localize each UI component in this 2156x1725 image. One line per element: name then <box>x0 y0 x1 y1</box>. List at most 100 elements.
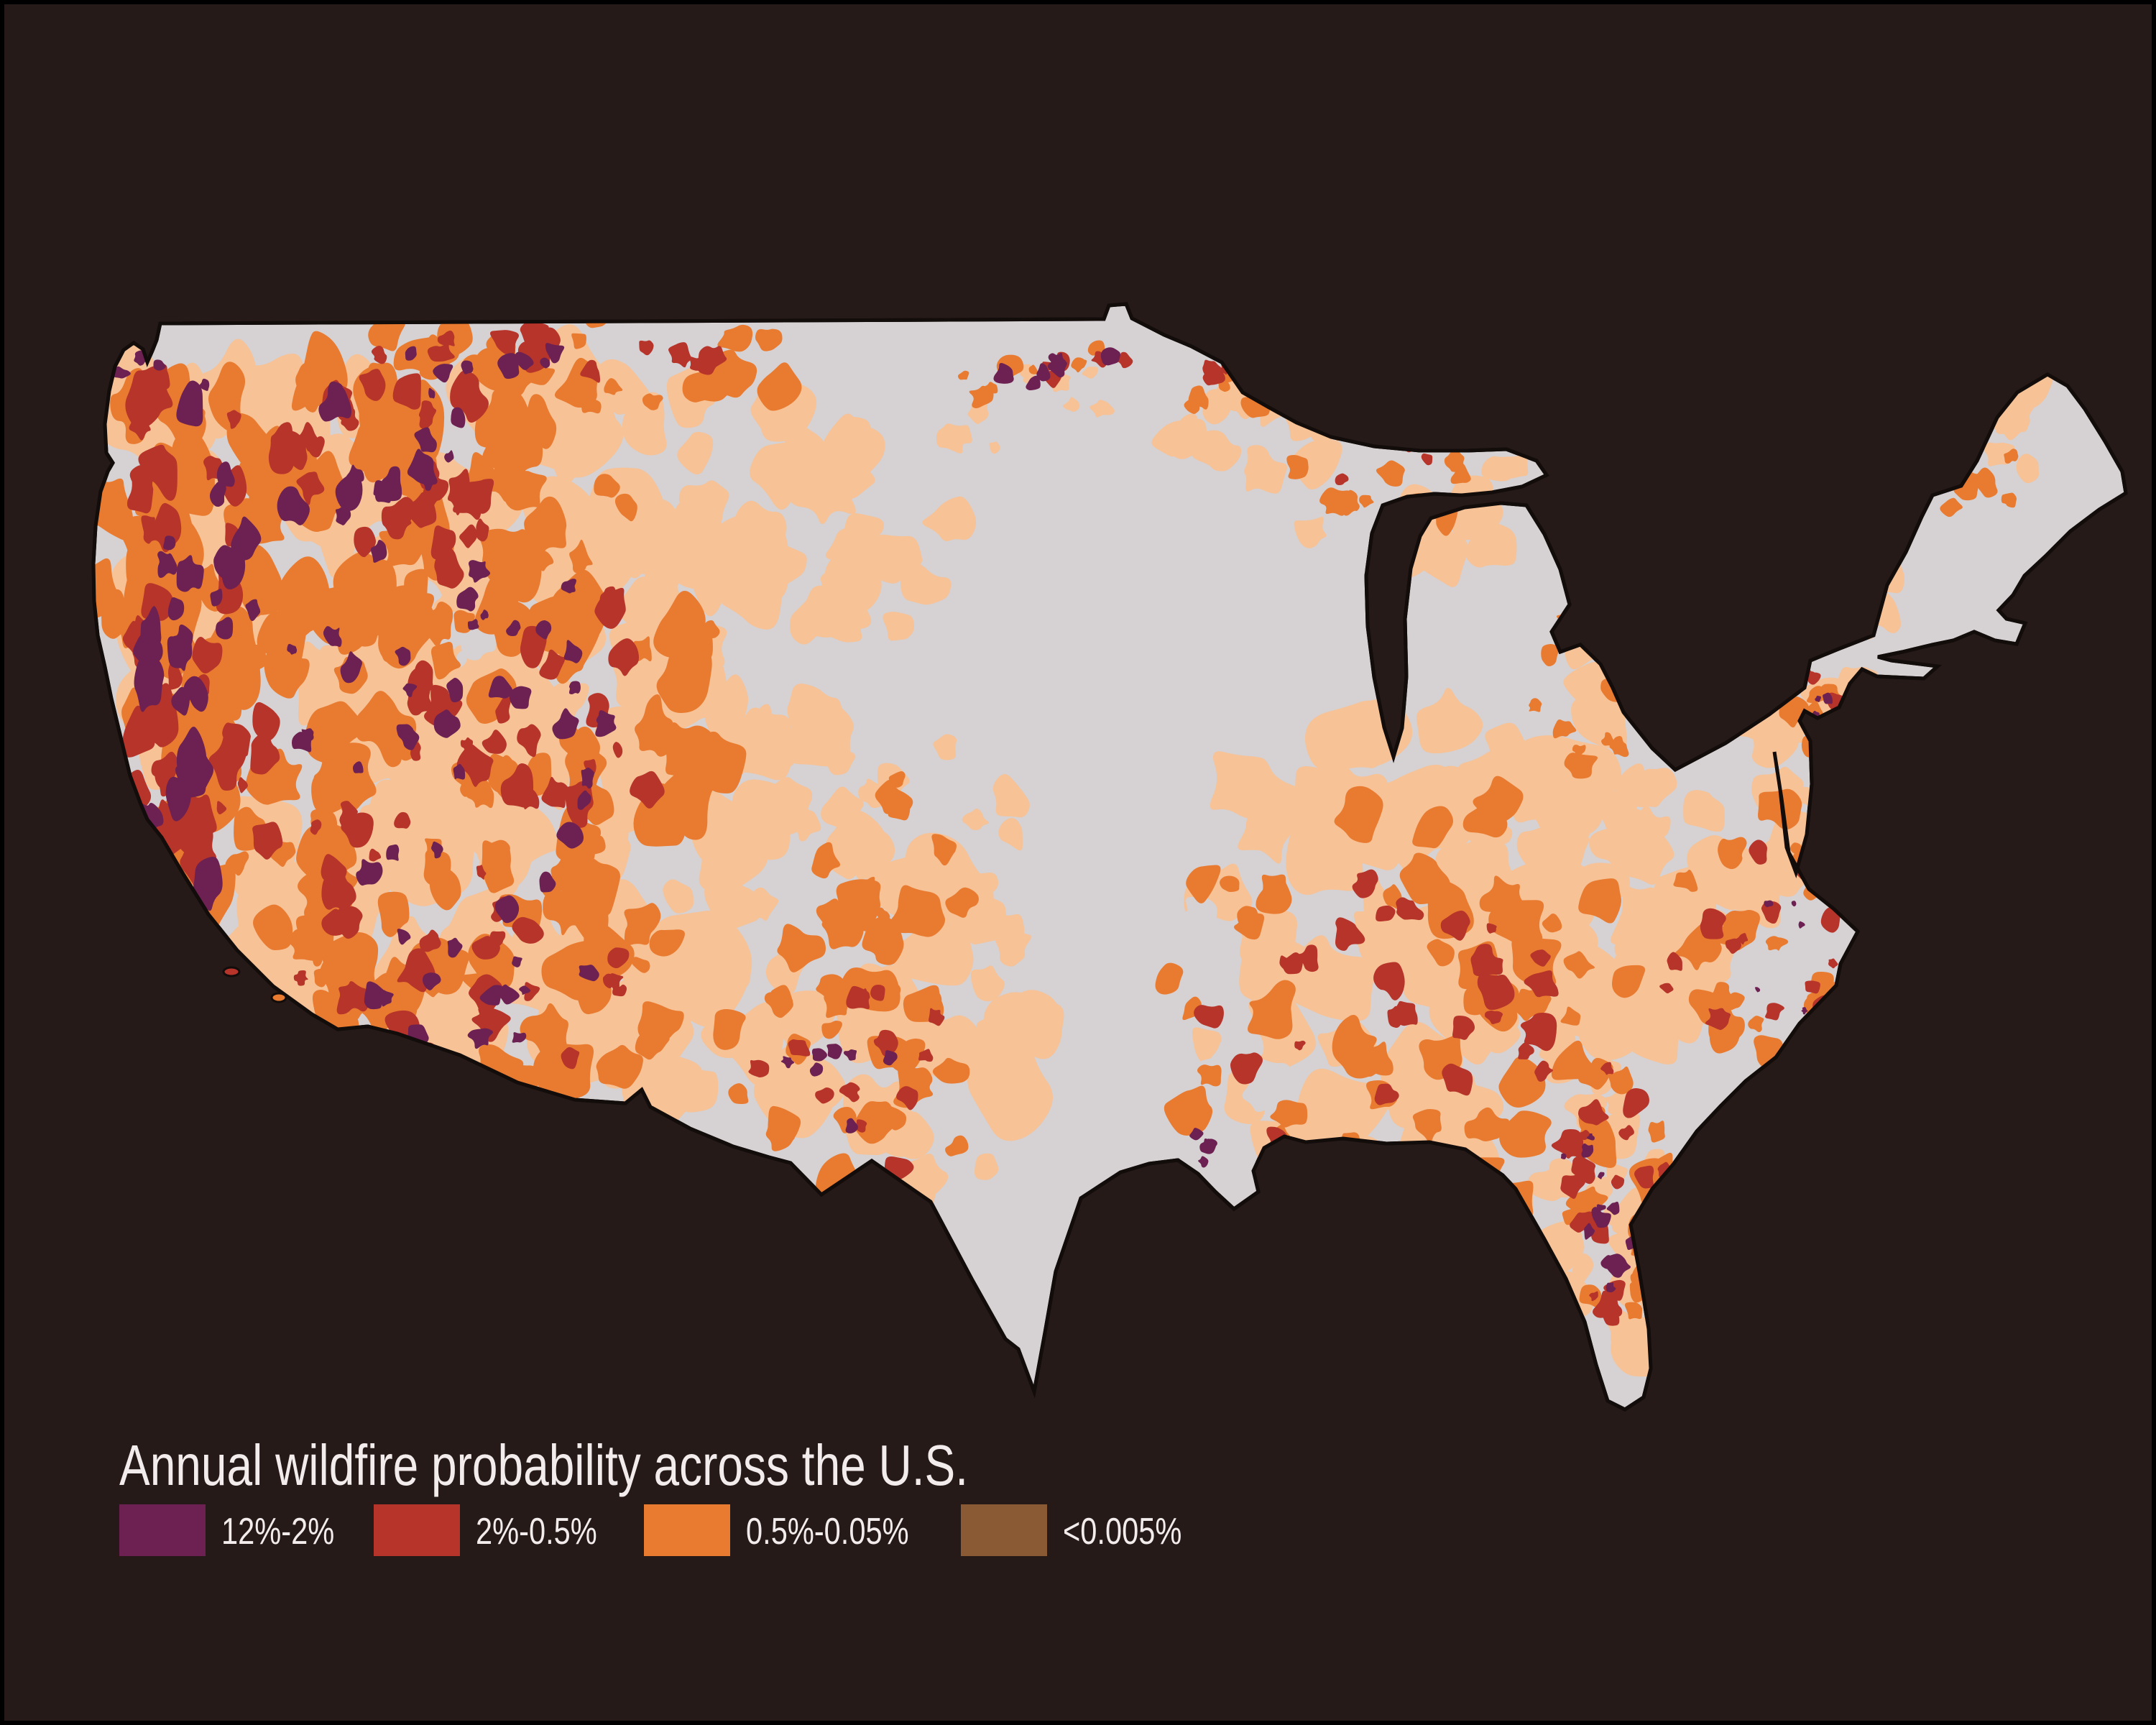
legend-swatch-high <box>374 1504 460 1556</box>
probability-blob-mid <box>1464 1107 1509 1141</box>
probability-blob-mid <box>1261 369 1279 389</box>
probability-blob-high <box>122 620 147 658</box>
probability-blob-extreme <box>843 1049 857 1061</box>
probability-blob-extreme <box>479 985 503 1006</box>
probability-blob-high <box>1484 1010 1503 1024</box>
probability-blob-extreme <box>568 681 581 694</box>
probability-blob-mid <box>135 971 157 1003</box>
probability-blob-high <box>418 400 437 430</box>
probability-blob-low <box>746 887 779 921</box>
probability-blob-high <box>252 822 283 860</box>
probability-blob-mid <box>1488 900 1544 946</box>
probability-blob-extreme <box>1560 1153 1567 1159</box>
probability-blob-low <box>93 904 140 1060</box>
probability-blob-extreme <box>581 767 594 789</box>
probability-blob-extreme <box>1587 1133 1595 1141</box>
probability-blob-extreme <box>396 724 420 750</box>
probability-blob-high <box>1335 418 1348 432</box>
probability-blob-extreme <box>193 857 223 911</box>
probability-blob-mid <box>1286 455 1309 479</box>
probability-blob-mid <box>1840 715 1859 732</box>
probability-blob-high <box>1452 1016 1475 1040</box>
probability-blob-high <box>394 811 411 829</box>
probability-blob-mid <box>1334 786 1383 843</box>
probability-blob-low <box>1304 700 1400 772</box>
probability-blob-gray <box>464 630 500 658</box>
probability-blob-low <box>677 431 714 475</box>
probability-blob-low <box>1894 330 1945 390</box>
probability-blob-high <box>1294 1040 1306 1051</box>
probability-blob-high <box>1370 1151 1399 1177</box>
probability-blob-low <box>93 949 131 1013</box>
probability-blob-low <box>211 1026 282 1118</box>
probability-blob-mid <box>1450 463 1471 484</box>
probability-blob-mid <box>1612 965 1646 998</box>
probability-blob-high <box>1810 863 1838 894</box>
probability-blob-high <box>129 405 151 441</box>
probability-blob-mid <box>1248 980 1296 1039</box>
probability-blob-mid <box>167 903 211 975</box>
probability-blob-low <box>1353 395 1401 444</box>
probability-blob-high <box>668 342 691 368</box>
probability-blob-mid <box>359 393 400 450</box>
probability-blob-mid <box>811 842 841 879</box>
probability-blob-mid <box>1646 1245 1662 1258</box>
probability-blob-high <box>450 370 489 423</box>
probability-blob-mid <box>604 378 623 395</box>
probability-blob-high <box>192 637 223 673</box>
probability-blob-high <box>252 702 280 742</box>
probability-blob-low <box>1210 751 1302 822</box>
probability-blob-high <box>1659 983 1674 994</box>
probability-blob-low <box>1754 654 1781 685</box>
probability-blob-high <box>1765 1003 1784 1021</box>
probability-blob-low <box>663 879 694 914</box>
probability-blob-mid <box>1838 735 1868 762</box>
probability-blob-extreme <box>539 871 556 893</box>
probability-blob-extreme <box>141 976 174 1021</box>
probability-blob-low <box>1634 768 1677 806</box>
probability-blob-extreme <box>405 346 417 361</box>
probability-blob-extreme <box>461 360 474 374</box>
probability-blob-mid <box>957 370 969 380</box>
probability-blob-extreme <box>468 560 491 583</box>
legend-label-high: 2%-0.5% <box>476 1511 597 1552</box>
probability-blob-mid <box>1625 1302 1643 1320</box>
probability-blob-mid <box>777 924 826 972</box>
probability-blob-high <box>1470 944 1503 977</box>
probability-blob-mid <box>1381 401 1418 438</box>
probability-blob-high <box>500 763 534 808</box>
probability-blob-high <box>198 804 213 832</box>
probability-blob-extreme <box>433 364 453 383</box>
probability-blob-high <box>392 373 421 410</box>
probability-blob-extreme <box>402 683 418 697</box>
probability-blob-low <box>1364 541 1412 586</box>
probability-blob-low <box>916 936 966 977</box>
probability-blob-high <box>1618 1125 1634 1141</box>
probability-blob-extreme <box>451 407 466 428</box>
probability-blob-high <box>157 993 186 1030</box>
probability-blob-extreme <box>1606 1282 1616 1293</box>
probability-blob-low <box>1531 847 1557 880</box>
probability-blob-mid <box>1748 1016 1764 1033</box>
probability-blob-low <box>1827 551 1852 573</box>
probability-blob-low <box>1661 681 1733 752</box>
probability-blob-extreme <box>1641 1211 1654 1222</box>
probability-blob-mid <box>1512 988 1545 1021</box>
probability-blob-high <box>135 931 173 988</box>
probability-blob-high <box>896 1086 918 1110</box>
probability-blob-mid <box>1233 364 1248 378</box>
probability-blob-extreme <box>113 366 131 379</box>
probability-blob-mid <box>1220 875 1240 893</box>
legend: 12%-2% 2%-0.5% 0.5%-0.05% <0.005% <box>0 1504 2156 1556</box>
probability-blob-mid <box>816 974 845 1001</box>
probability-blob-extreme <box>163 535 176 551</box>
probability-blob-mid <box>1718 837 1747 870</box>
probability-blob-high <box>339 813 355 829</box>
legend-swatch-low <box>961 1504 1047 1556</box>
probability-blob-low <box>1325 1183 1392 1254</box>
probability-blob-extreme <box>374 482 392 503</box>
probability-blob-high <box>1848 703 1863 717</box>
probability-blob-extreme <box>512 1032 527 1043</box>
probability-blob-extreme <box>1642 1228 1659 1248</box>
probability-blob-high <box>608 638 640 676</box>
